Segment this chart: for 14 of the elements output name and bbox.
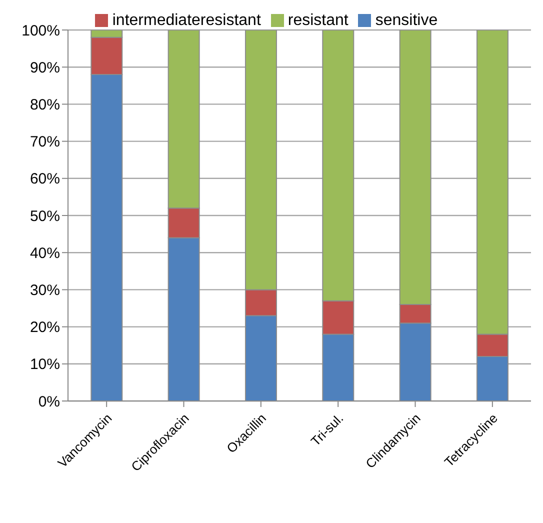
legend-label: resistant xyxy=(288,12,348,29)
y-tick-label: 50% xyxy=(30,208,60,225)
y-tick-label: 20% xyxy=(30,319,60,336)
y-tick-label: 40% xyxy=(30,244,60,262)
legend-label: intermediateresistant xyxy=(112,12,261,29)
y-tick-label: 0% xyxy=(38,393,60,410)
y-tick-label: 10% xyxy=(30,356,60,374)
y-tick-label: 70% xyxy=(30,134,60,151)
y-tick-label: 60% xyxy=(30,170,60,188)
y-tick-label: 100% xyxy=(22,22,60,40)
legend-label: sensitive xyxy=(375,12,438,29)
y-tick-label: 90% xyxy=(30,59,60,76)
y-tick-label: 80% xyxy=(30,96,60,114)
y-tick-label: 30% xyxy=(30,282,60,300)
